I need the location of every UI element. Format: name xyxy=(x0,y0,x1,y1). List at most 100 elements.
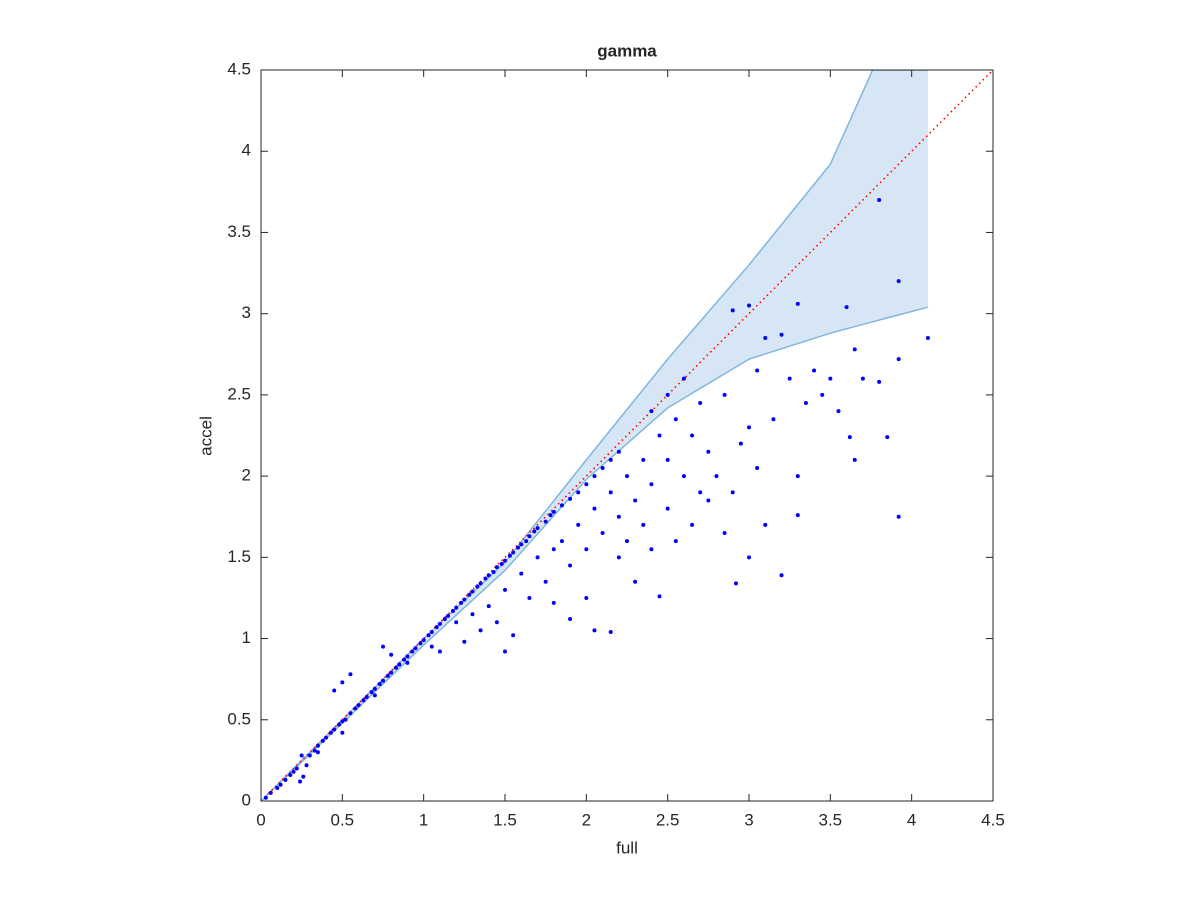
point xyxy=(315,750,320,755)
point xyxy=(852,347,857,352)
point xyxy=(576,490,581,495)
point xyxy=(527,595,532,600)
point xyxy=(459,600,464,605)
point xyxy=(616,555,621,560)
point xyxy=(389,670,394,675)
point xyxy=(771,417,776,422)
point xyxy=(263,795,268,800)
point xyxy=(478,581,483,586)
point xyxy=(442,617,447,622)
point xyxy=(592,474,597,479)
point xyxy=(337,722,342,727)
point xyxy=(608,457,613,462)
point xyxy=(698,490,703,495)
point xyxy=(730,308,735,313)
point xyxy=(298,779,303,784)
point xyxy=(405,654,410,659)
point xyxy=(454,620,459,625)
point xyxy=(437,649,442,654)
point xyxy=(494,620,499,625)
point xyxy=(657,594,662,599)
point xyxy=(852,457,857,462)
plot-area xyxy=(261,70,993,801)
y-axis-label: accel xyxy=(196,416,215,456)
point xyxy=(381,678,385,683)
point xyxy=(507,553,512,558)
point xyxy=(690,522,695,527)
point xyxy=(877,197,882,202)
point xyxy=(568,617,573,622)
point xyxy=(722,392,727,397)
point xyxy=(641,457,646,462)
point xyxy=(733,581,738,586)
point xyxy=(625,474,629,479)
point xyxy=(503,558,507,563)
point xyxy=(315,743,320,748)
point xyxy=(348,672,353,677)
point xyxy=(803,401,808,406)
point xyxy=(434,625,439,630)
y-tick-label: 2 xyxy=(242,466,251,485)
y-tick-label: 1 xyxy=(242,628,251,647)
point xyxy=(356,703,361,708)
point xyxy=(532,529,537,534)
x-tick-label: 4 xyxy=(907,810,916,829)
x-tick-label: 2 xyxy=(582,810,591,829)
point xyxy=(779,573,784,578)
point xyxy=(503,649,507,654)
point xyxy=(877,379,882,384)
point xyxy=(524,539,529,544)
point xyxy=(511,633,516,638)
point xyxy=(470,589,475,594)
point xyxy=(763,336,768,341)
point xyxy=(584,482,589,487)
point xyxy=(499,561,504,566)
y-tick-label: 4 xyxy=(242,141,251,160)
point xyxy=(795,474,800,479)
point xyxy=(324,735,329,740)
point xyxy=(608,630,613,635)
point xyxy=(275,786,280,791)
point xyxy=(470,612,475,617)
point xyxy=(320,738,325,743)
point xyxy=(795,301,800,306)
point xyxy=(706,449,711,454)
point xyxy=(340,719,345,724)
point xyxy=(397,662,402,667)
point xyxy=(486,604,491,609)
point xyxy=(454,605,459,610)
point xyxy=(763,522,768,527)
y-tick-label: 3.5 xyxy=(227,222,251,241)
point xyxy=(519,571,524,576)
chart-title: gamma xyxy=(597,41,657,60)
point xyxy=(369,690,374,695)
point xyxy=(673,539,678,544)
point xyxy=(377,682,382,687)
point xyxy=(385,673,390,678)
point xyxy=(307,753,312,758)
point xyxy=(478,628,483,633)
point xyxy=(738,441,743,446)
y-tick-label: 3 xyxy=(242,303,251,322)
point xyxy=(592,506,597,511)
point xyxy=(446,613,451,618)
y-tick-label: 0.5 xyxy=(227,709,251,728)
point xyxy=(616,449,621,454)
point xyxy=(681,474,686,479)
point xyxy=(592,628,597,633)
point xyxy=(896,514,901,519)
point xyxy=(860,376,865,381)
point xyxy=(608,490,613,495)
point xyxy=(361,698,366,703)
point xyxy=(486,573,491,578)
point xyxy=(657,433,662,438)
point xyxy=(755,368,760,373)
point xyxy=(328,730,333,735)
point xyxy=(516,545,521,550)
point xyxy=(304,763,309,768)
point xyxy=(747,555,751,560)
point xyxy=(494,565,499,570)
point xyxy=(722,530,727,535)
point xyxy=(429,630,434,635)
x-tick-label: 0 xyxy=(256,810,265,829)
